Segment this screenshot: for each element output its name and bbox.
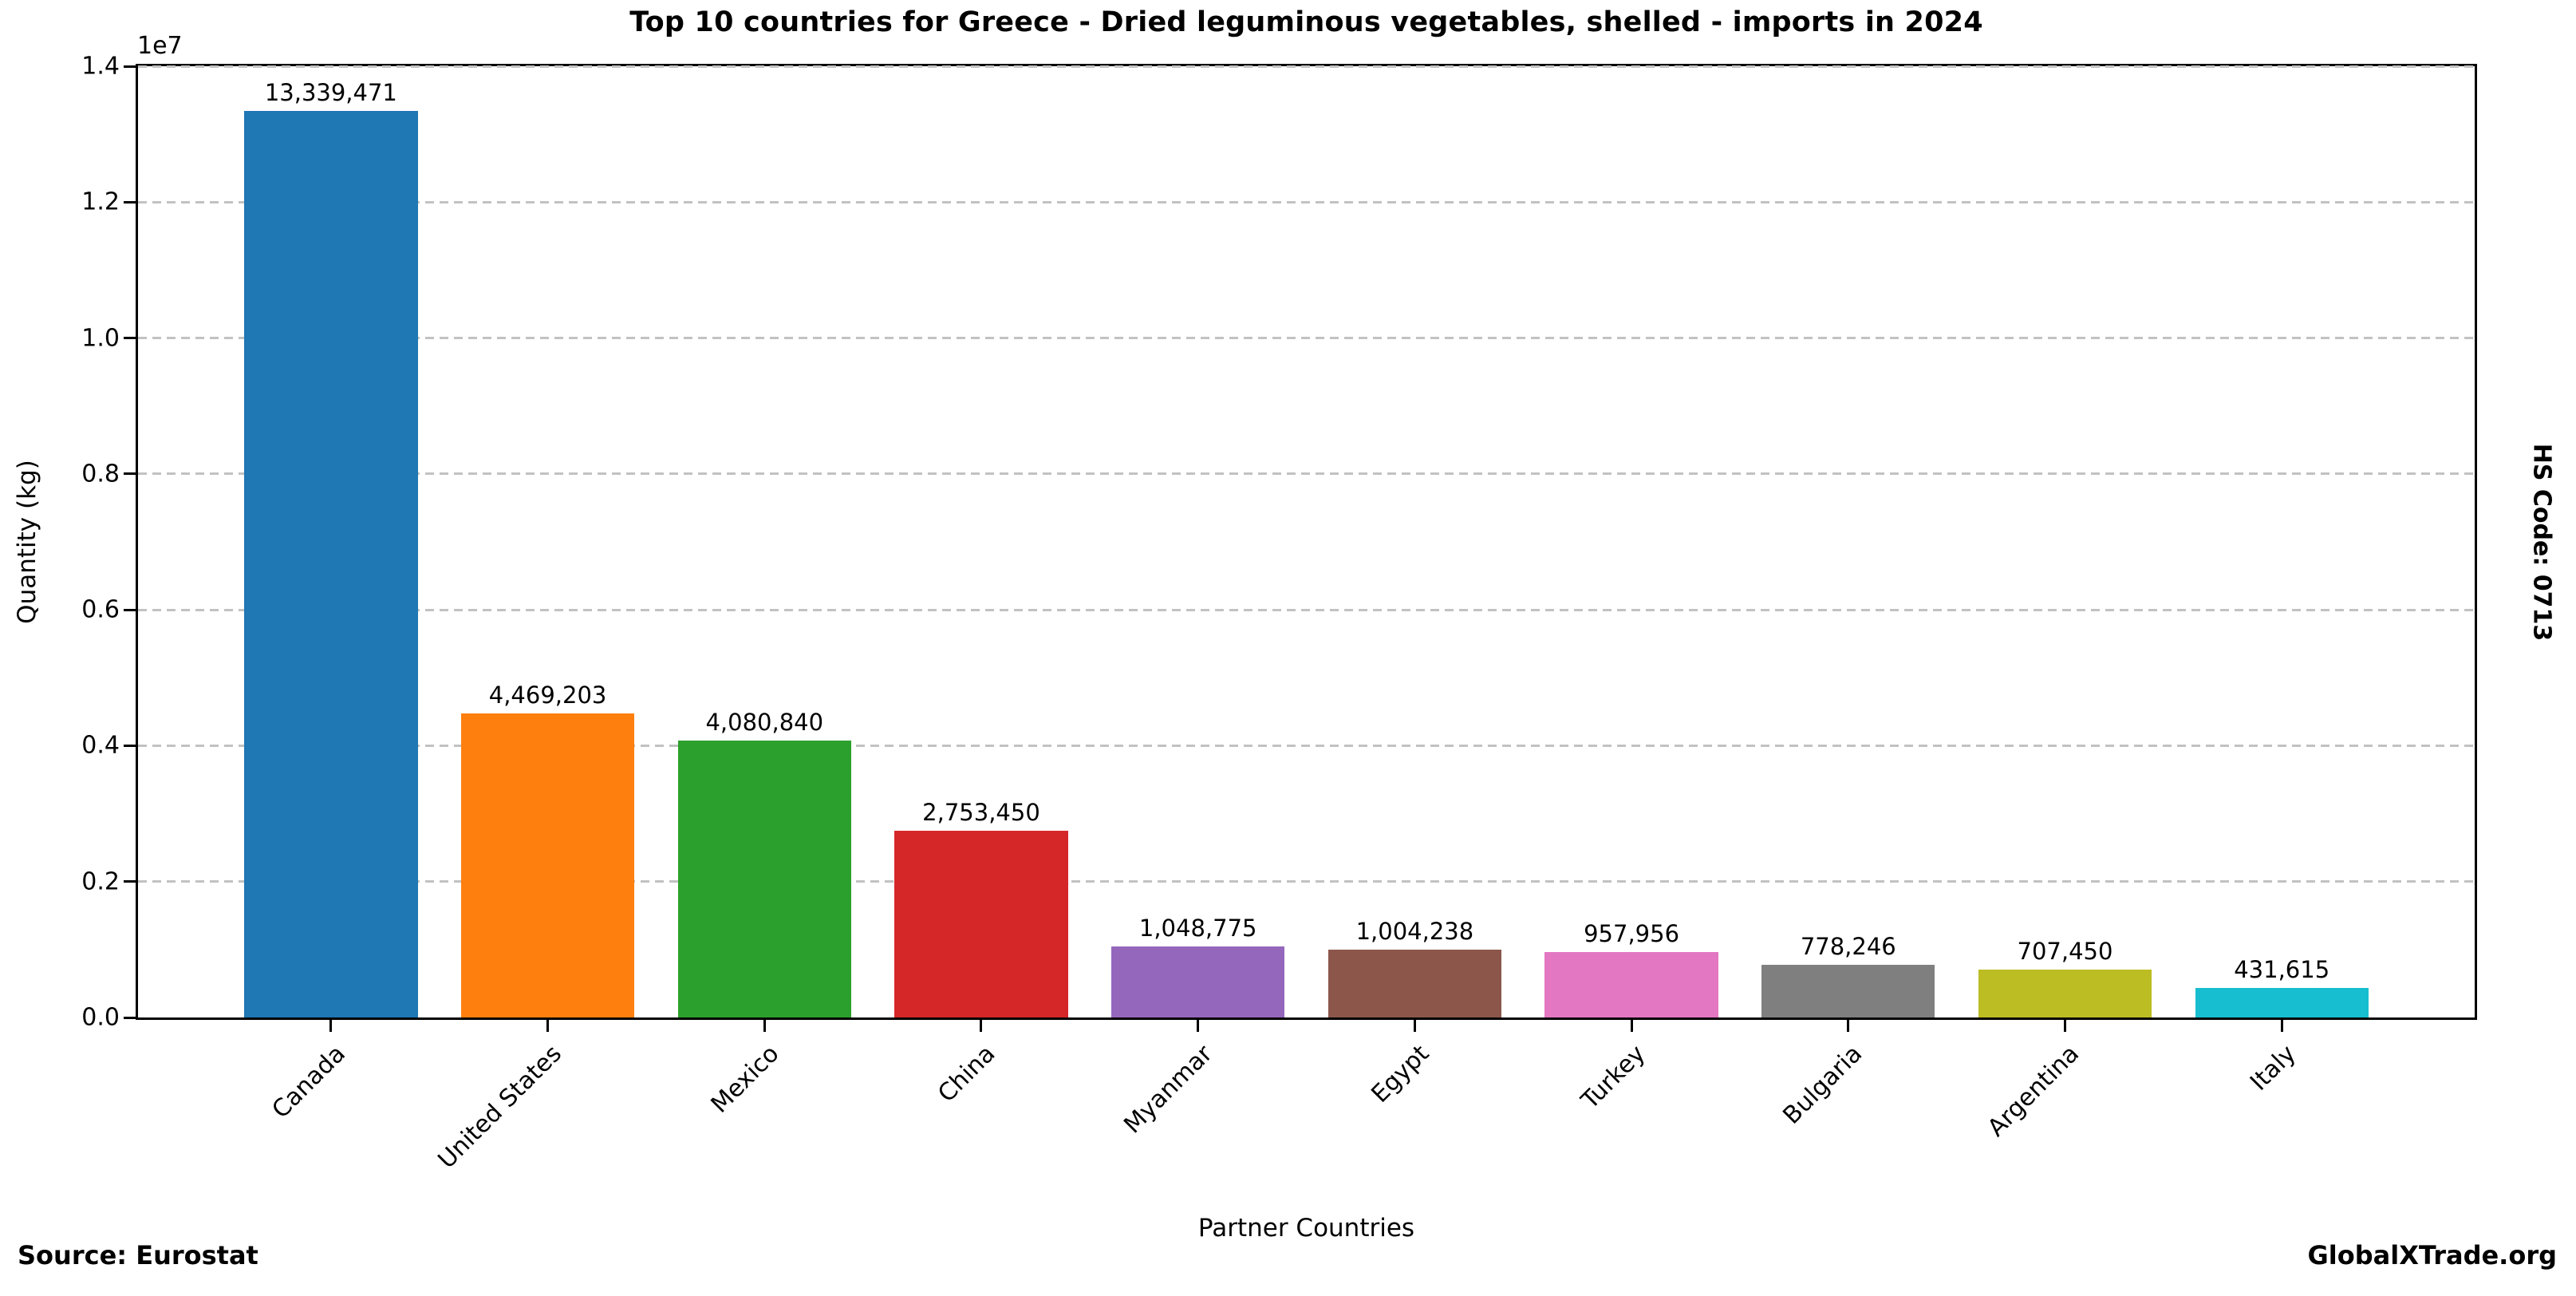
y-axis-offset-label: 1e7 xyxy=(137,32,183,60)
y-tick-mark-0.4 xyxy=(124,744,136,747)
x-category-label-canada: Canada xyxy=(266,1040,351,1124)
bar-slot-united-states: 4,469,203 United States xyxy=(433,66,657,1174)
bar-slot-italy: 431,615 Italy xyxy=(2173,66,2390,1096)
x-category-label-bulgaria: Bulgaria xyxy=(1777,1040,1868,1130)
y-tick-label-0.6: 0.6 xyxy=(81,595,120,624)
x-tick-mark-canada xyxy=(329,1020,333,1032)
y-tick-mark-1.2 xyxy=(124,200,136,203)
gridline-1.2 xyxy=(138,200,2475,203)
bar-turkey xyxy=(1544,952,1718,1017)
bar-value-italy: 431,615 xyxy=(2234,956,2330,984)
bar-mexico xyxy=(677,740,851,1017)
y-tick-mark-0.0 xyxy=(124,1016,136,1019)
bar-slot-myanmar: 1,048,775 Myanmar xyxy=(1090,66,1307,1139)
bar-bulgaria xyxy=(1761,964,1935,1017)
bar-slot-china: 2,753,450 China xyxy=(873,66,1090,1108)
bar-slot-bulgaria: 778,246 Bulgaria xyxy=(1740,66,1957,1130)
bar-argentina xyxy=(1978,969,2152,1017)
x-category-label-argentina: Argentina xyxy=(1982,1040,2085,1143)
y-tick-mark-0.6 xyxy=(124,608,136,611)
bar-egypt xyxy=(1327,949,1502,1017)
gridline-0.4 xyxy=(138,744,2475,747)
x-axis-label: Partner Countries xyxy=(1197,1214,1415,1243)
x-category-label-egypt: Egypt xyxy=(1366,1040,1435,1108)
y-tick-label-1.4: 1.4 xyxy=(81,52,120,81)
brand-credit: GlobalXTrade.org xyxy=(2307,1240,2557,1270)
y-axis-label-wrap: Quantity (kg) xyxy=(5,64,49,1020)
gridline-1.4 xyxy=(138,65,2475,68)
bar-value-bulgaria: 778,246 xyxy=(1800,932,1896,960)
y-tick-label-1.2: 1.2 xyxy=(81,188,120,216)
bar-slot-argentina: 707,450 Argentina xyxy=(1957,66,2174,1142)
y-axis-label: Quantity (kg) xyxy=(13,460,42,624)
hs-code-label: HS Code: 0713 xyxy=(2527,443,2556,641)
bar-value-argentina: 707,450 xyxy=(2017,937,2113,965)
y-tick-label-1.0: 1.0 xyxy=(81,324,120,353)
x-tick-mark-turkey xyxy=(1630,1020,1633,1032)
y-tick-label-0.0: 0.0 xyxy=(81,1003,120,1032)
bar-value-china: 2,753,450 xyxy=(922,798,1040,826)
x-tick-mark-china xyxy=(980,1020,983,1032)
gridline-0.8 xyxy=(138,472,2475,476)
x-category-label-mexico: Mexico xyxy=(705,1040,785,1119)
x-tick-mark-egypt xyxy=(1413,1020,1416,1032)
x-tick-mark-myanmar xyxy=(1197,1020,1200,1032)
bars-row: 13,339,471 Canada 4,469,203 United States 4,… xyxy=(138,66,2475,1174)
x-tick-mark-united-states xyxy=(546,1020,550,1032)
y-tick-mark-0.8 xyxy=(124,472,136,476)
x-category-label-myanmar: Myanmar xyxy=(1118,1040,1218,1140)
bar-value-mexico: 4,080,840 xyxy=(705,708,824,736)
bar-myanmar xyxy=(1111,946,1285,1017)
y-tick-mark-0.2 xyxy=(124,880,136,883)
bar-italy xyxy=(2195,988,2369,1017)
y-tick-label-0.2: 0.2 xyxy=(81,867,120,896)
chart-title: Top 10 countries for Greece - Dried legu… xyxy=(629,6,1983,38)
plot-area: 13,339,471 Canada 4,469,203 United States 4,… xyxy=(124,64,2477,1174)
bar-value-canada: 13,339,471 xyxy=(264,79,397,107)
x-category-label-turkey: Turkey xyxy=(1576,1040,1651,1115)
gridline-0.6 xyxy=(138,608,2475,611)
bar-china xyxy=(894,830,1068,1017)
hs-code-wrap: HS Code: 0713 xyxy=(2518,64,2566,1020)
x-tick-mark-bulgaria xyxy=(1847,1020,1850,1032)
bar-canada xyxy=(244,111,418,1017)
y-tick-mark-1.0 xyxy=(124,337,136,340)
x-tick-mark-argentina xyxy=(2063,1020,2066,1032)
x-tick-mark-mexico xyxy=(763,1020,766,1032)
bar-slot-turkey: 957,956 Turkey xyxy=(1523,66,1740,1115)
bar-value-myanmar: 1,048,775 xyxy=(1138,914,1257,942)
source-credit: Source: Eurostat xyxy=(18,1240,258,1270)
bar-slot-mexico: 4,080,840 Mexico xyxy=(656,66,873,1119)
bar-slot-egypt: 1,004,238 Egypt xyxy=(1307,66,1524,1108)
x-tick-mark-italy xyxy=(2280,1020,2283,1032)
y-tick-mark-1.4 xyxy=(124,65,136,68)
y-tick-label-0.8: 0.8 xyxy=(81,460,120,488)
y-tick-label-0.4: 0.4 xyxy=(81,731,120,760)
bar-value-egypt: 1,004,238 xyxy=(1355,917,1474,945)
x-category-label-italy: Italy xyxy=(2245,1040,2302,1096)
y-axis-tick-labels: 0.0 0.2 0.4 0.6 0.8 1.0 1.2 1.4 xyxy=(0,53,120,1032)
bar-value-turkey: 957,956 xyxy=(1584,920,1680,948)
bar-value-united-states: 4,469,203 xyxy=(488,682,607,709)
x-category-label-china: China xyxy=(933,1040,1001,1108)
gridline-1.0 xyxy=(138,337,2475,340)
x-category-label-united-states: United States xyxy=(432,1040,568,1175)
bar-slot-canada: 13,339,471 Canada xyxy=(223,66,440,1124)
gridline-0.2 xyxy=(138,880,2475,883)
bar-united-states xyxy=(460,713,635,1017)
